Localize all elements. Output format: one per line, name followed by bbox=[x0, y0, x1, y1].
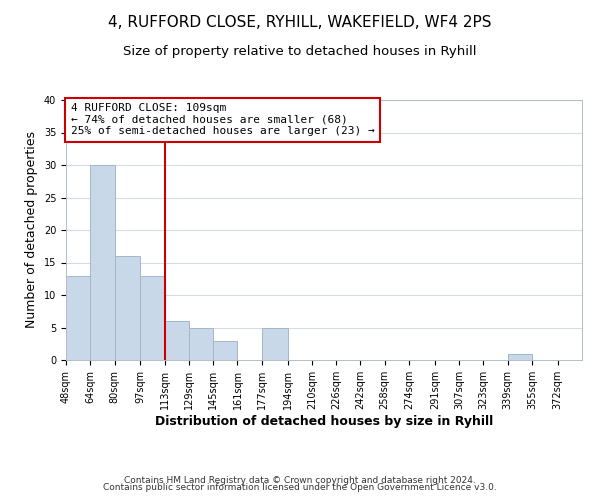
X-axis label: Distribution of detached houses by size in Ryhill: Distribution of detached houses by size … bbox=[155, 414, 493, 428]
Bar bbox=[189, 328, 213, 360]
Text: Size of property relative to detached houses in Ryhill: Size of property relative to detached ho… bbox=[123, 45, 477, 58]
Y-axis label: Number of detached properties: Number of detached properties bbox=[25, 132, 38, 328]
Text: Contains HM Land Registry data © Crown copyright and database right 2024.: Contains HM Land Registry data © Crown c… bbox=[124, 476, 476, 485]
Bar bbox=[115, 256, 140, 360]
Text: 4, RUFFORD CLOSE, RYHILL, WAKEFIELD, WF4 2PS: 4, RUFFORD CLOSE, RYHILL, WAKEFIELD, WF4… bbox=[108, 15, 492, 30]
Bar bbox=[262, 328, 287, 360]
Bar bbox=[140, 276, 164, 360]
Bar bbox=[213, 340, 238, 360]
Bar bbox=[66, 276, 90, 360]
Text: Contains public sector information licensed under the Open Government Licence v3: Contains public sector information licen… bbox=[103, 484, 497, 492]
Bar bbox=[90, 165, 115, 360]
Bar bbox=[508, 354, 532, 360]
Bar bbox=[164, 321, 189, 360]
Text: 4 RUFFORD CLOSE: 109sqm
← 74% of detached houses are smaller (68)
25% of semi-de: 4 RUFFORD CLOSE: 109sqm ← 74% of detache… bbox=[71, 104, 374, 136]
